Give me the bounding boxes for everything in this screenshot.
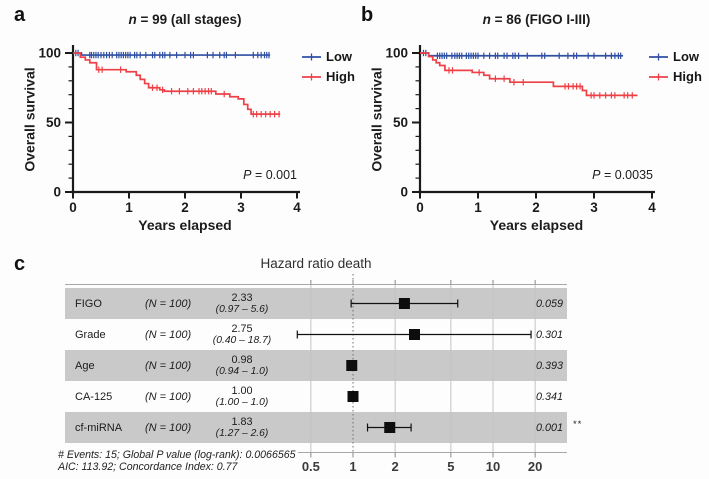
x-tick-label: 1 [474,200,482,215]
km-a-xlabel: Years elapsed [138,217,232,233]
row-label: cf-miRNA [75,421,123,434]
hr-ci: (1.27 – 2.6) [215,427,269,439]
panel-c-letter: c [14,253,26,275]
legend-label-high-b: High [673,69,702,84]
forest-row-ca125: CA-125 (N = 100) 1.00 (1.00 – 1.0) 0.341 [65,381,567,412]
forest-footnote-1: # Events: 15; Global P value (log-rank):… [58,449,296,461]
forest-footnote-2: AIC: 113.92; Concordance Index: 0.77 [58,461,238,473]
km-a-p-number: = 0.001 [251,168,297,182]
row-pvalue: 0.059 [535,297,563,310]
y-tick-label: 100 [38,46,61,61]
panel-b-letter: b [361,4,374,26]
row-pvalue: 0.001 [535,421,563,434]
row-label: CA-125 [75,390,113,403]
panel-c: c Hazard ratio death FIGO (N = 100) 2.33… [0,248,709,479]
x-tick-label: 3 [590,200,598,215]
row-estimate: 1.83 (1.27 – 2.6) [207,416,277,440]
km-b-xlabel: Years elapsed [489,217,584,233]
km-a-pvalue: P = 0.001 [180,168,297,182]
row-n: (N = 100) [145,297,192,310]
row-label: FIGO [75,297,102,310]
km-b-p-symbol: P [592,168,601,182]
km-b-title-n: n [482,12,491,27]
km-a-title: n = 99 (all stages) [73,12,297,27]
km-curve-high [420,52,638,97]
x-tick-label: 2 [532,200,540,215]
panel-b: 0 50 100 0 1 2 3 4 b n = 86 (FIGO I-III) Overal… [347,0,709,240]
forest-table: FIGO (N = 100) 2.33 (0.97 – 5.6) 0.059 Gr… [65,288,581,443]
panel-a: 0 50 100 0 1 2 3 4 a n = 99 (all stages) Overal… [0,0,355,240]
forest-tick-label: 5 [447,459,454,474]
forest-row-age: Age (N = 100) 0.98 (0.94 – 1.0) 0.393 [65,350,567,381]
km-b-ylabel: Overall survival [368,67,385,172]
hr-value: 2.75 [231,322,253,335]
forest-title: Hazard ratio death [260,256,372,271]
legend-label-low-b: Low [673,49,699,64]
km-curve-high [73,52,281,116]
y-tick-label: 100 [385,46,408,61]
hr-ci: (1.00 – 1.0) [215,396,269,408]
km-curve-low [420,52,623,57]
row-estimate: 2.75 (0.40 – 18.7) [207,323,277,347]
forest-row-figo: FIGO (N = 100) 2.33 (0.97 – 5.6) 0.059 [65,288,567,319]
hr-value: 2.33 [231,291,253,304]
row-n: (N = 100) [145,328,192,341]
legend-label-high-a: High [326,69,355,84]
row-significance: ** [572,419,582,430]
km-b-p-number: = 0.0035 [600,168,653,182]
y-tick-label: 50 [393,115,408,130]
km-a-title-n: n [128,12,137,27]
row-pvalue: 0.393 [535,359,563,372]
km-a-title-rest: = 99 (all stages) [136,12,242,27]
row-label: Age [75,359,95,372]
y-tick-label: 50 [46,115,61,130]
hr-ci: (0.97 – 5.6) [215,303,269,315]
y-tick-label: 0 [53,185,61,200]
x-tick-label: 4 [648,200,656,215]
row-n: (N = 100) [145,359,192,372]
km-a-ylabel: Overall survival [21,67,38,172]
km-b-title: n = 86 (FIGO I-III) [420,12,653,27]
km-b-title-rest: = 86 (FIGO I-III) [490,12,591,27]
hr-value: 1.83 [231,415,253,428]
forest-tick-label: 1 [349,459,356,474]
row-estimate: 1.00 (1.00 – 1.0) [207,385,277,409]
row-n: (N = 100) [145,421,192,434]
y-tick-label: 0 [400,185,408,200]
x-tick-label: 0 [69,200,77,215]
forest-tick-label: 20 [528,459,542,474]
row-estimate: 0.98 (0.94 – 1.0) [207,354,277,378]
hr-ci: (0.40 – 18.7) [212,334,272,346]
forest-tick-label: 2 [392,459,399,474]
hr-value: 0.98 [231,353,253,366]
row-estimate: 2.33 (0.97 – 5.6) [207,292,277,316]
x-tick-label: 2 [181,200,189,215]
row-pvalue: 0.301 [535,328,563,341]
forest-tick-label: 0.5 [302,459,320,474]
row-label: Grade [75,328,106,341]
legend-label-low-a: Low [326,49,352,64]
km-chart-a: 0 50 100 0 1 2 3 4 [38,45,321,215]
km-chart-b: 0 50 100 0 1 2 3 4 [385,45,668,215]
x-tick-label: 0 [416,200,424,215]
panel-a-letter: a [14,4,26,26]
row-pvalue: 0.341 [535,390,563,403]
forest-row-grade: Grade (N = 100) 2.75 (0.40 – 18.7) 0.301 [65,319,567,350]
km-curve-low [73,52,271,56]
km-b-pvalue: P = 0.0035 [527,168,653,182]
hr-ci: (0.94 – 1.0) [215,365,269,377]
forest-tick-label: 10 [486,459,500,474]
x-tick-label: 4 [293,200,301,215]
x-tick-label: 1 [125,200,133,215]
x-tick-label: 3 [237,200,245,215]
forest-row-cfmirna: cf-miRNA (N = 100) 1.83 (1.27 – 2.6) 0.00… [65,412,581,443]
km-a-p-symbol: P [243,168,252,182]
hr-value: 1.00 [231,384,253,397]
row-n: (N = 100) [145,390,192,403]
